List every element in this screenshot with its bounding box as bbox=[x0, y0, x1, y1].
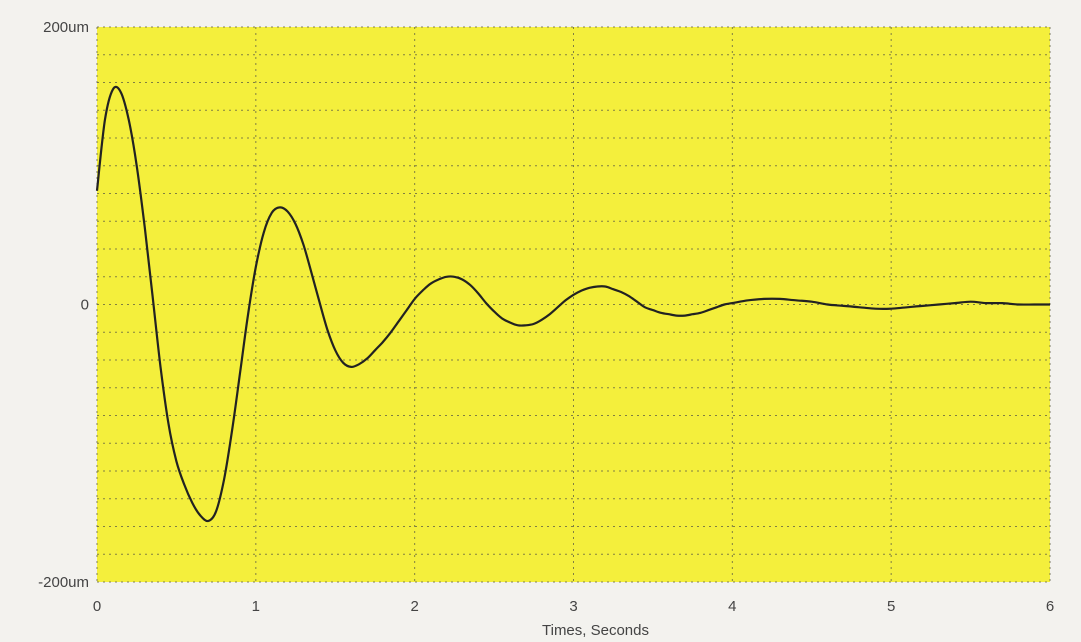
y-tick-label: 200um bbox=[43, 19, 89, 36]
x-tick-label: 4 bbox=[728, 598, 736, 615]
x-axis-label: Times, Seconds bbox=[542, 622, 649, 639]
x-tick-label: 1 bbox=[252, 598, 260, 615]
x-tick-label: 3 bbox=[569, 598, 577, 615]
x-tick-label: 0 bbox=[93, 598, 101, 615]
grid bbox=[96, 26, 1051, 583]
x-tick-label: 5 bbox=[887, 598, 895, 615]
x-tick-label: 6 bbox=[1046, 598, 1054, 615]
series-line bbox=[95, 85, 1050, 523]
y-tick-label: -200um bbox=[38, 574, 89, 591]
y-tick-label: 0 bbox=[81, 297, 89, 314]
x-tick-label: 2 bbox=[410, 598, 418, 615]
